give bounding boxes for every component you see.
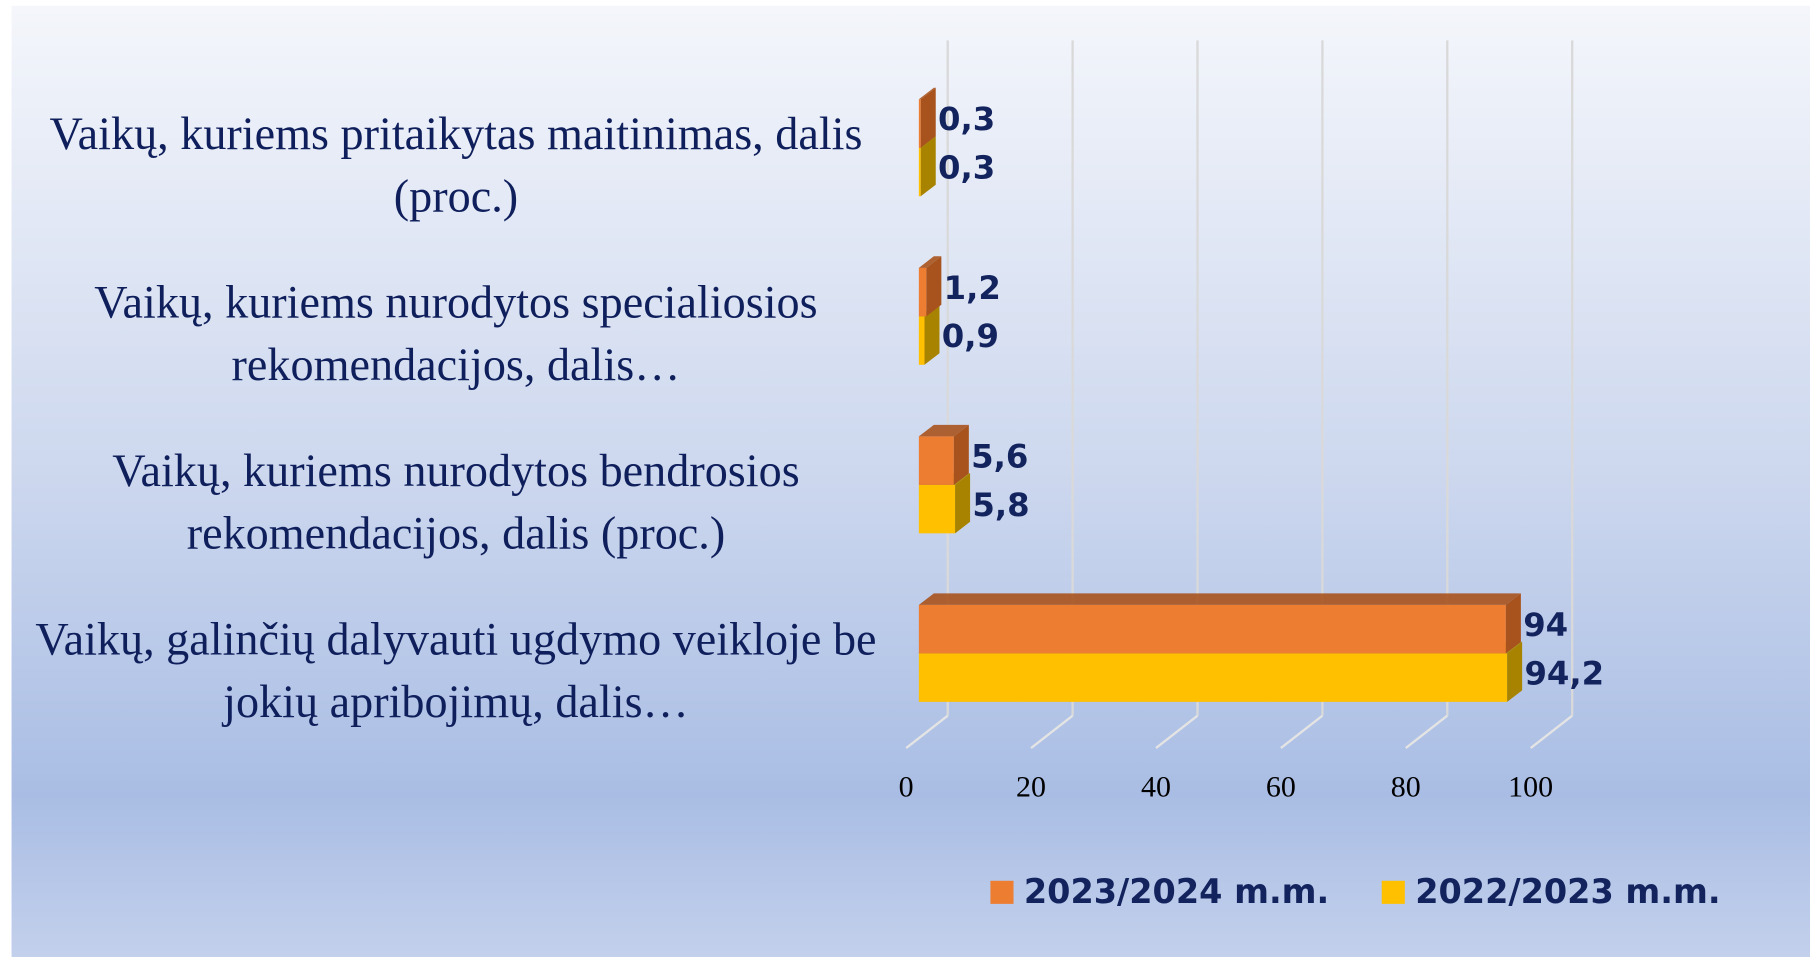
category-label-box: Vaikų, galinčių dalyvauti ugdymo veikloj… (35, 612, 877, 728)
y-tick-label: Vaikų, kuriems pritaikytas maitinimas, d… (49, 107, 863, 222)
x-tick-label: 80 (1391, 771, 1421, 804)
background (11, 5, 1810, 957)
value-label: 94,2 (1524, 654, 1604, 692)
bar (918, 256, 942, 317)
bar-front (918, 147, 921, 197)
x-tick-label: 60 (1266, 771, 1296, 804)
x-tick-label: 40 (1141, 771, 1171, 804)
bar (918, 424, 969, 485)
bar-side (920, 136, 936, 197)
value-label: 1,2 (944, 269, 1001, 307)
y-tick-label: Vaikų, kuriems nurodytos bendrosios reko… (112, 444, 800, 559)
floor-line (905, 714, 949, 749)
x-tick-label: 20 (1016, 771, 1046, 804)
bar-side (955, 473, 971, 534)
value-label: 5,8 (972, 486, 1029, 524)
bar-front (918, 653, 1508, 702)
bar-front (918, 484, 956, 534)
floor-line (1155, 714, 1199, 749)
value-label: 0,9 (942, 317, 999, 355)
category-label-box: Vaikų, kuriems nurodytos bendrosios reko… (112, 444, 800, 559)
legend-swatch (1381, 880, 1405, 904)
value-label: 0,3 (938, 149, 995, 187)
bar-top (918, 87, 936, 100)
floor-line (1529, 714, 1573, 749)
bar (918, 87, 936, 148)
bar-side (1505, 593, 1521, 654)
bar-front (918, 604, 1506, 654)
floor-line (1030, 714, 1074, 749)
category-label-box: Vaikų, kuriems pritaikytas maitinimas, d… (49, 107, 863, 222)
bar-top (918, 424, 969, 437)
bar-side (926, 256, 942, 317)
bar-side (920, 87, 936, 148)
bar-side (1507, 641, 1523, 702)
legend-label: 2023/2024 m.m. (1024, 872, 1329, 911)
bar-front (918, 316, 925, 365)
y-tick-label: Vaikų, galinčių dalyvauti ugdymo veikloj… (35, 612, 877, 728)
legend-swatch (990, 880, 1014, 904)
x-tick-label: 100 (1508, 771, 1553, 804)
bar-side (953, 424, 969, 485)
bar-front (918, 267, 927, 317)
bar-front (918, 99, 921, 148)
floor-line (1405, 714, 1449, 749)
bar-front (918, 436, 954, 485)
floor-line (1280, 714, 1324, 749)
legend-label: 2022/2023 m.m. (1415, 872, 1720, 911)
category-label-box: Vaikų, kuriems nurodytos specialiosios r… (94, 275, 818, 391)
value-label: 94 (1523, 606, 1568, 644)
value-label: 5,6 (971, 437, 1028, 475)
x-tick-label: 0 (899, 771, 914, 804)
bar (918, 593, 1521, 654)
y-tick-label: Vaikų, kuriems nurodytos specialiosios r… (94, 275, 818, 391)
value-label: 0,3 (938, 100, 995, 138)
bar-side (924, 304, 940, 365)
bar-top (918, 593, 1521, 605)
bar-top (918, 256, 942, 268)
